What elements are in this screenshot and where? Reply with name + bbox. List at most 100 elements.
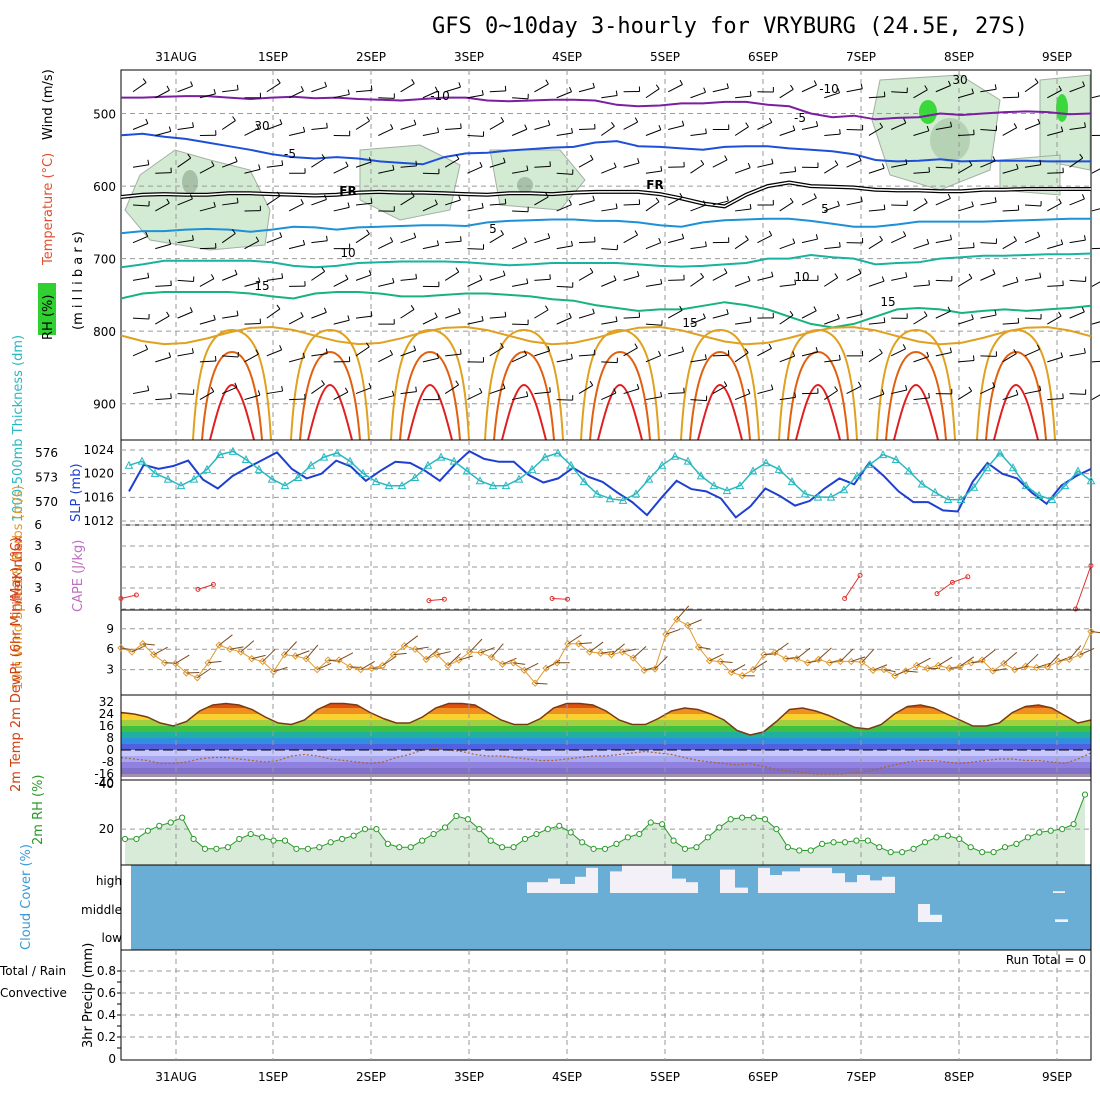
wind-barb	[735, 208, 752, 212]
wind-barb	[400, 349, 416, 357]
wind-barb	[155, 356, 171, 363]
wind-barb	[913, 89, 928, 99]
rh-point	[647, 819, 654, 826]
pressure-tick: 700	[93, 253, 116, 267]
wind-barb-flag	[992, 382, 996, 388]
wind-barb-flag	[1082, 81, 1085, 87]
wind-barb-flag	[411, 79, 415, 84]
mid-cloud-block	[918, 904, 930, 922]
rh-point	[133, 835, 140, 843]
thickness-point	[631, 489, 641, 498]
wind-barb-flag	[1083, 348, 1086, 354]
top-date-label: 4SEP	[552, 50, 582, 64]
wind-barb-flag	[679, 79, 683, 85]
rh-point	[327, 839, 334, 846]
wind-barb-flag	[281, 386, 284, 392]
wind-barb-flag	[545, 192, 549, 198]
wind-barb	[288, 131, 305, 136]
wind10-barb	[404, 635, 419, 647]
wind-barb	[690, 163, 705, 174]
wind-barb-flag	[705, 128, 707, 134]
thickness-point	[657, 460, 667, 469]
wind-barb-flag	[881, 276, 885, 282]
warm-contour	[290, 328, 370, 441]
wind10-barb	[1079, 647, 1095, 656]
wind-barb	[511, 128, 528, 136]
rh-point	[464, 816, 471, 823]
wind-barb	[311, 383, 325, 394]
wind10-barb	[665, 628, 681, 635]
wind10m-panel: 9 6 3 10m Wind Speed & Barbs (m/s)	[11, 485, 1100, 696]
warm-contour	[589, 350, 651, 441]
wind-barb	[824, 277, 838, 287]
thickness-label: 1000-500mb Thickness (dm)	[11, 335, 26, 522]
wind-barb	[824, 164, 839, 174]
wind-barb	[668, 125, 684, 130]
wind-barb-flag	[410, 192, 415, 197]
lifted-index-line	[197, 584, 214, 590]
rh-peak	[1056, 94, 1068, 122]
rh-point	[339, 835, 346, 843]
wind-barb	[868, 167, 885, 174]
thickness-tick: 570	[35, 495, 58, 509]
wind-barb	[512, 282, 528, 287]
wind-barb	[199, 391, 215, 401]
wind-barb	[801, 125, 818, 130]
wind-barb-flag	[905, 159, 908, 165]
wind-barb	[980, 88, 997, 93]
wind10-point	[1000, 659, 1008, 668]
temp-tick: -16	[94, 767, 114, 781]
rh-point	[864, 837, 871, 844]
wind-barb	[734, 126, 749, 136]
wind10-point	[1043, 663, 1052, 671]
wind10-point	[237, 648, 245, 656]
wind-barb-flag	[789, 310, 794, 316]
wind-barb-flag	[147, 385, 150, 391]
wind-barb-flag	[634, 117, 639, 123]
lifted-index-point	[210, 582, 216, 587]
li-tick: 3	[34, 581, 42, 595]
bottom-date-label: 3SEP	[454, 1070, 484, 1084]
wind-barb	[422, 244, 439, 250]
wind-barb	[422, 357, 439, 363]
wind10-barb	[676, 605, 690, 620]
wind-barb-flag	[902, 344, 907, 350]
wind-barb	[958, 359, 975, 363]
wind-barb	[690, 133, 707, 136]
wind-barb-flag	[681, 120, 685, 126]
warm-contour	[876, 328, 956, 441]
warm-contour	[192, 328, 272, 441]
thickness-point	[904, 466, 914, 475]
thickness-point	[1008, 463, 1018, 472]
wind-barb-flag	[592, 82, 595, 88]
wind-barb-flag	[971, 314, 974, 320]
wind-barb	[601, 207, 618, 212]
wind-barb-flag	[166, 85, 170, 91]
wind-barb-flag	[1058, 198, 1062, 204]
isotherm-10	[120, 252, 1092, 269]
wind-barb	[824, 246, 841, 250]
wind-barb	[266, 195, 281, 206]
wind-barb	[712, 385, 728, 395]
isotherm-15	[120, 291, 1092, 329]
wind-barb	[623, 388, 640, 395]
wind-barb	[779, 242, 795, 250]
rh-point	[521, 835, 529, 843]
thickness-point	[449, 456, 459, 465]
wind-barb	[355, 233, 370, 244]
wind10-barb	[295, 650, 310, 657]
wind10-barb	[262, 648, 276, 662]
wind-barb	[913, 202, 928, 212]
wind-barb-flag	[436, 353, 439, 359]
lifted-index-line	[428, 598, 445, 602]
wind-barb	[422, 131, 439, 136]
wind-barb	[578, 312, 595, 319]
thickness-point	[592, 489, 602, 498]
wind-barb	[266, 164, 283, 168]
warm-contour	[484, 328, 564, 441]
wind-barb-flag	[455, 380, 460, 386]
wind-barb-flag	[883, 317, 886, 323]
thickness-point	[228, 446, 238, 455]
wind-barb-flag	[413, 232, 417, 238]
wind-barb	[891, 204, 908, 206]
